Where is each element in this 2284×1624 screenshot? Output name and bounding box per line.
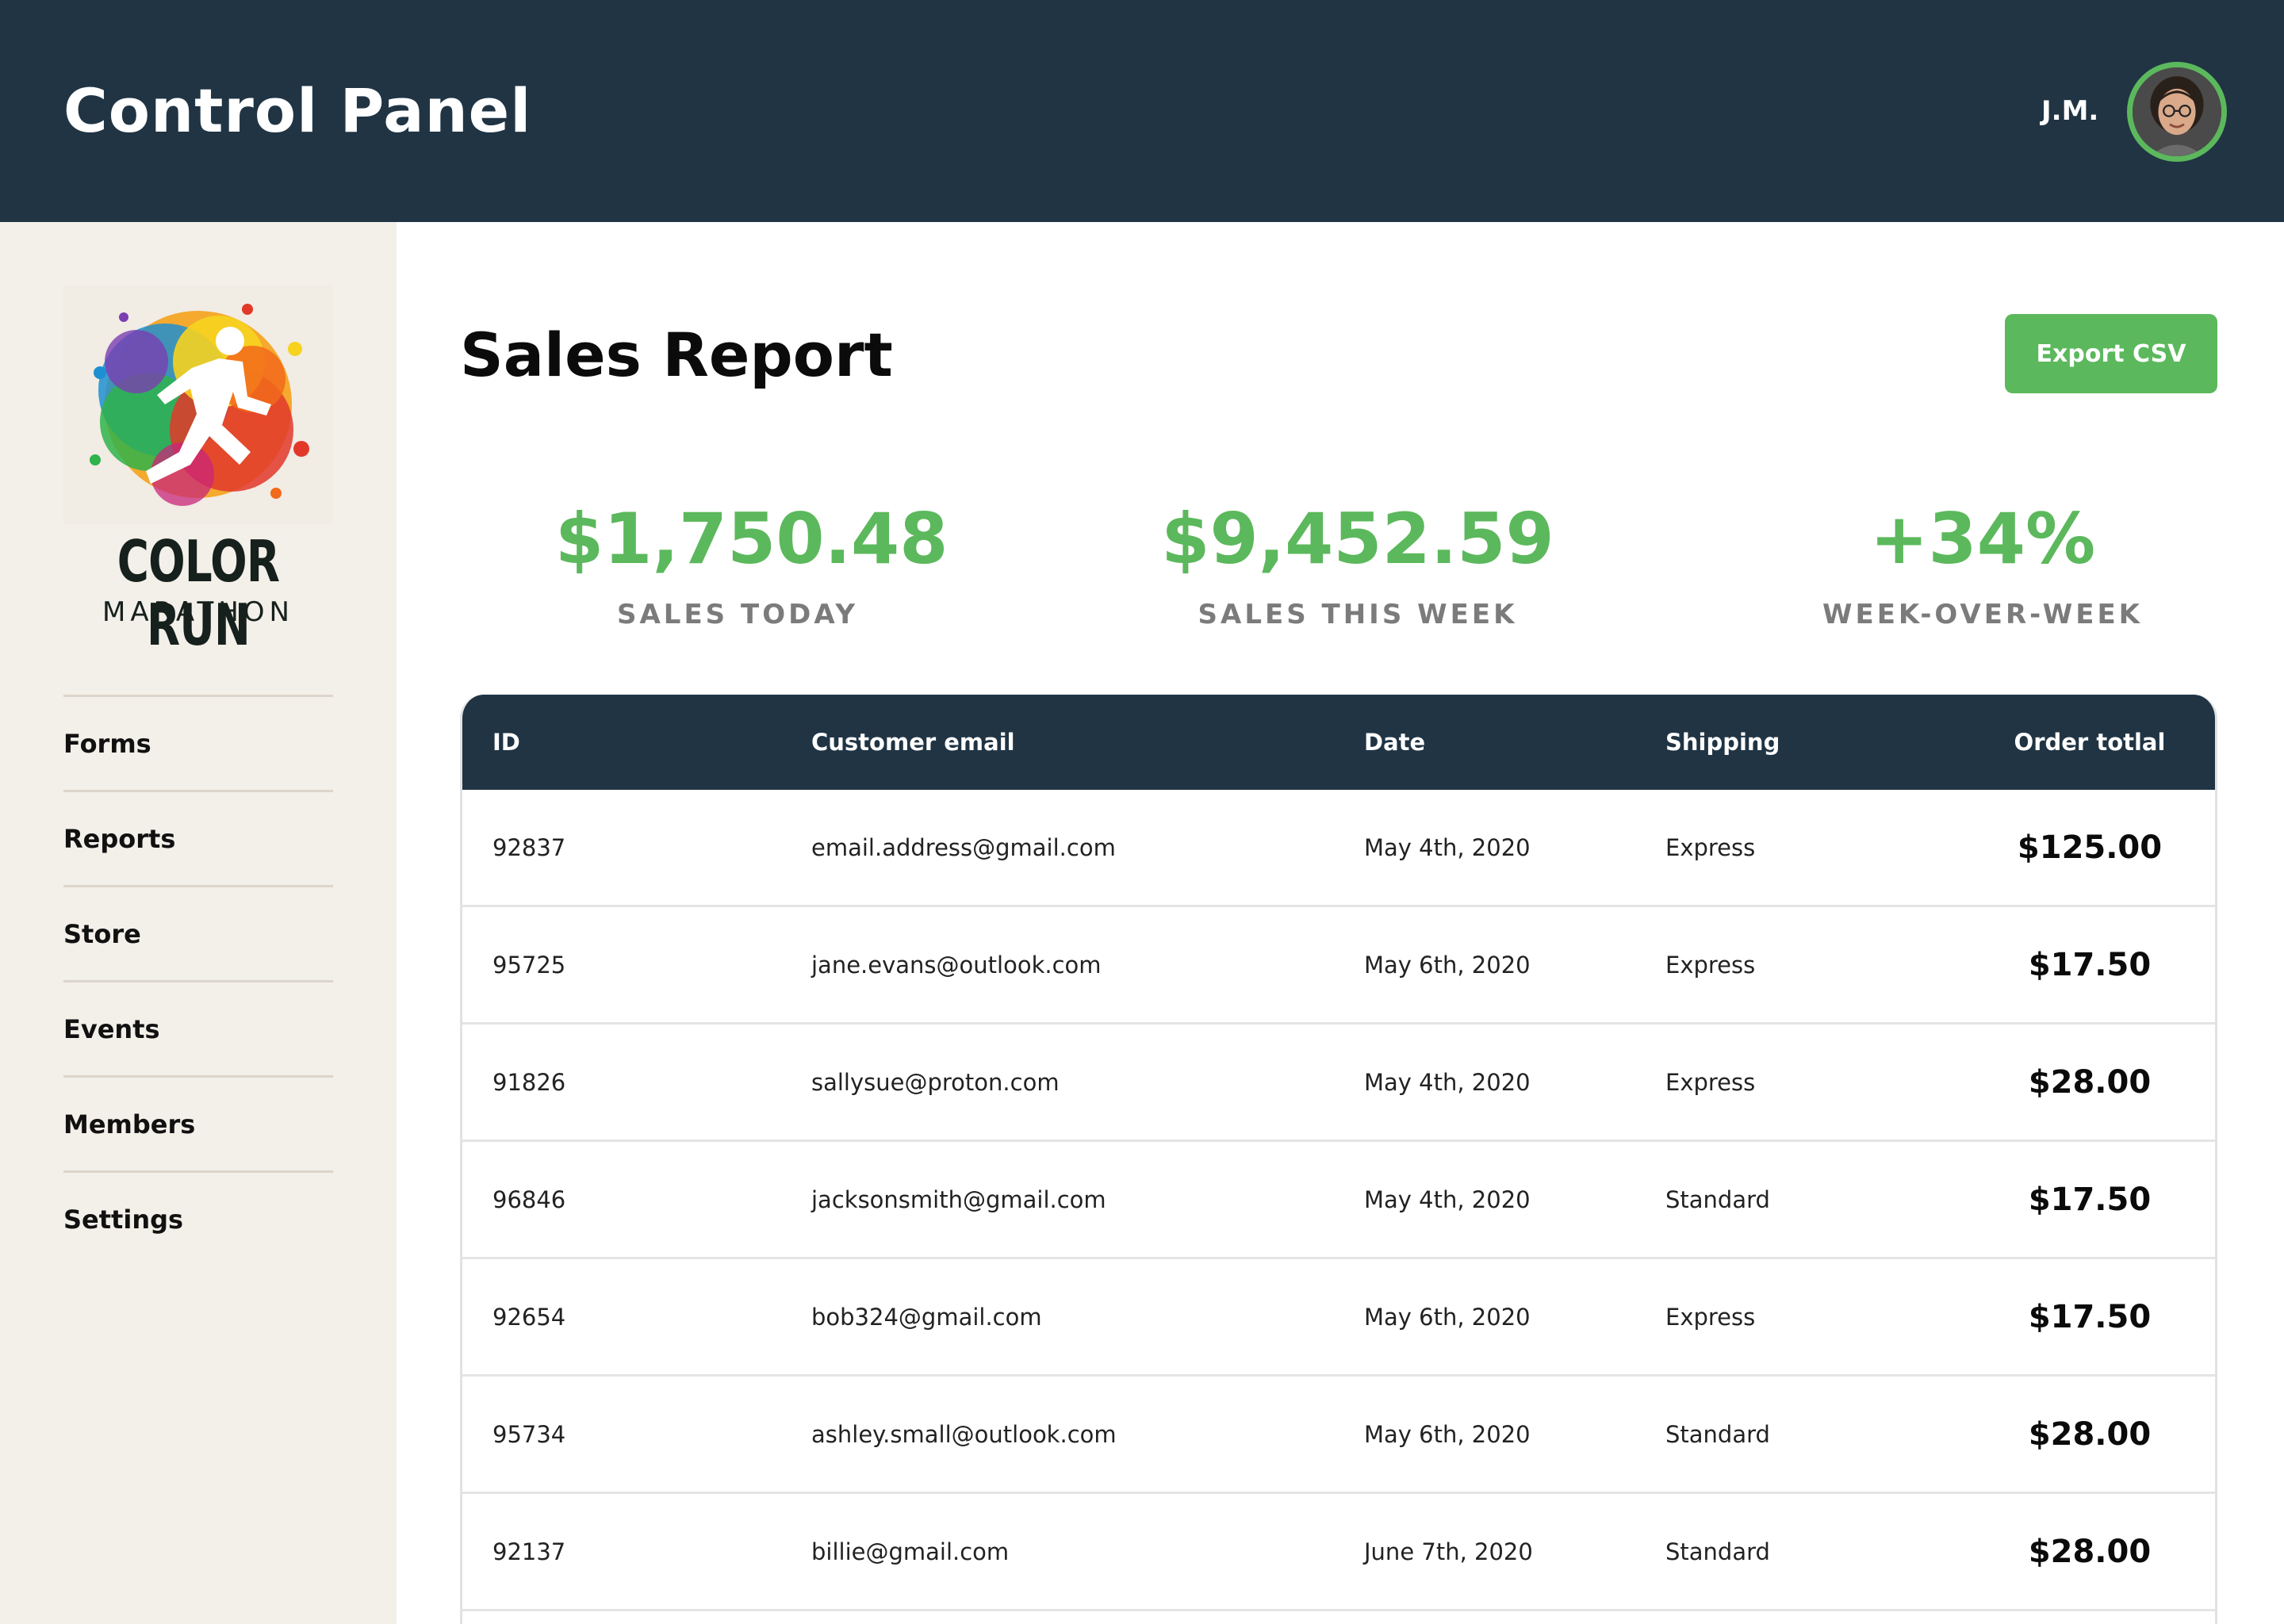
cell-id: 95725	[492, 951, 566, 979]
cell-email: jacksonsmith@gmail.com	[811, 1185, 1106, 1213]
cell-email: ashley.small@outlook.com	[811, 1420, 1117, 1448]
stat-value: $1,750.48	[555, 498, 948, 580]
cell-id: 92137	[492, 1538, 566, 1565]
stat-value: $9,452.59	[1161, 498, 1554, 580]
cell-id: 96846	[492, 1185, 566, 1213]
app-title: Control Panel	[63, 75, 532, 146]
cell-shipping: Express	[1665, 951, 1756, 979]
user-initials[interactable]: J.M.	[2041, 95, 2099, 127]
page-title: Sales Report	[460, 320, 893, 390]
cell-shipping: Express	[1665, 1303, 1756, 1331]
color-run-logo[interactable]: COLOR RUN MARATHON	[63, 285, 333, 657]
stat-label: SALES THIS WEEK	[1198, 599, 1518, 630]
cell-shipping: Express	[1665, 833, 1756, 861]
sales-table: ID Customer email Date Shipping Order to…	[460, 695, 2217, 1624]
cell-date: May 4th, 2020	[1364, 833, 1531, 861]
stat-label: WEEK-OVER-WEEK	[1822, 599, 2144, 630]
cell-email: jane.evans@outlook.com	[811, 951, 1102, 979]
cell-email: bob324@gmail.com	[811, 1303, 1042, 1331]
user-photo-icon	[2133, 67, 2221, 156]
stat-sales-today: $1,750.48 SALES TODAY	[555, 492, 948, 634]
sidebar-item-store[interactable]: Store	[63, 885, 333, 980]
table-row[interactable]: 95725 jane.evans@outlook.com May 6th, 20…	[462, 907, 2215, 1025]
cell-date: May 6th, 2020	[1364, 1420, 1531, 1448]
top-header: Control Panel J.M.	[0, 0, 2284, 222]
column-header-email[interactable]: Customer email	[811, 729, 1015, 756]
cell-date: June 7th, 2020	[1364, 1538, 1533, 1565]
avatar[interactable]	[2127, 62, 2227, 162]
cell-total: $17.50	[2028, 946, 2152, 983]
sidebar-item-reports[interactable]: Reports	[63, 790, 333, 885]
column-header-total[interactable]: Order totlal	[2014, 729, 2166, 756]
export-csv-button[interactable]: Export CSV	[2005, 314, 2217, 393]
column-header-shipping[interactable]: Shipping	[1665, 729, 1780, 756]
table-row[interactable]: 92137 billie@gmail.com June 7th, 2020 St…	[462, 1494, 2215, 1611]
table-row[interactable]: 91826 sallysue@proton.com May 4th, 2020 …	[462, 1025, 2215, 1142]
stat-sales-week: $9,452.59 SALES THIS WEEK	[1152, 492, 1564, 634]
cell-email: billie@gmail.com	[811, 1538, 1010, 1565]
cell-id: 91826	[492, 1068, 566, 1096]
table-row[interactable]: 92654 bob324@gmail.com May 6th, 2020 Exp…	[462, 1259, 2215, 1377]
logo-title: COLOR RUN	[117, 528, 280, 658]
sidebar: COLOR RUN MARATHON Forms Reports Store E…	[0, 222, 397, 1624]
sidebar-nav: Forms Reports Store Events Members Setti…	[63, 695, 333, 1266]
cell-email: sallysue@proton.com	[811, 1068, 1060, 1096]
sidebar-item-settings[interactable]: Settings	[63, 1170, 333, 1266]
cell-shipping: Express	[1665, 1068, 1756, 1096]
column-header-date[interactable]: Date	[1364, 729, 1426, 756]
column-header-id[interactable]: ID	[492, 729, 520, 756]
table-row[interactable]: 96846 jacksonsmith@gmail.com May 4th, 20…	[462, 1142, 2215, 1259]
cell-date: May 6th, 2020	[1364, 951, 1531, 979]
cell-date: May 6th, 2020	[1364, 1303, 1531, 1331]
table-row[interactable]: 92837 email.address@gmail.com May 4th, 2…	[462, 790, 2215, 907]
stat-week-over-week: +34% WEEK-OVER-WEEK	[1800, 492, 2165, 634]
table-header: ID Customer email Date Shipping Order to…	[462, 695, 2215, 790]
cell-id: 92837	[492, 833, 566, 861]
cell-date: May 4th, 2020	[1364, 1185, 1531, 1213]
cell-shipping: Standard	[1665, 1420, 1770, 1448]
cell-shipping: Standard	[1665, 1538, 1770, 1565]
cell-shipping: Standard	[1665, 1185, 1770, 1213]
cell-date: May 4th, 2020	[1364, 1068, 1531, 1096]
table-row[interactable]: 95734 ashley.small@outlook.com May 6th, …	[462, 1377, 2215, 1494]
cell-total: $28.00	[2028, 1063, 2152, 1101]
cell-id: 95734	[492, 1420, 566, 1448]
cell-id: 92654	[492, 1303, 566, 1331]
stat-label: SALES TODAY	[616, 599, 858, 630]
cell-total: $125.00	[2017, 829, 2163, 866]
cell-total: $17.50	[2028, 1181, 2152, 1218]
cell-total: $28.00	[2028, 1533, 2152, 1570]
cell-total: $17.50	[2028, 1298, 2152, 1335]
sidebar-item-events[interactable]: Events	[63, 980, 333, 1075]
stat-value: +34%	[1869, 498, 2096, 580]
runner-splash-icon	[63, 285, 333, 523]
sidebar-item-members[interactable]: Members	[63, 1075, 333, 1170]
cell-total: $28.00	[2028, 1415, 2152, 1453]
sidebar-item-forms[interactable]: Forms	[63, 695, 333, 790]
cell-email: email.address@gmail.com	[811, 833, 1116, 861]
logo-subtitle: MARATHON	[102, 596, 294, 628]
